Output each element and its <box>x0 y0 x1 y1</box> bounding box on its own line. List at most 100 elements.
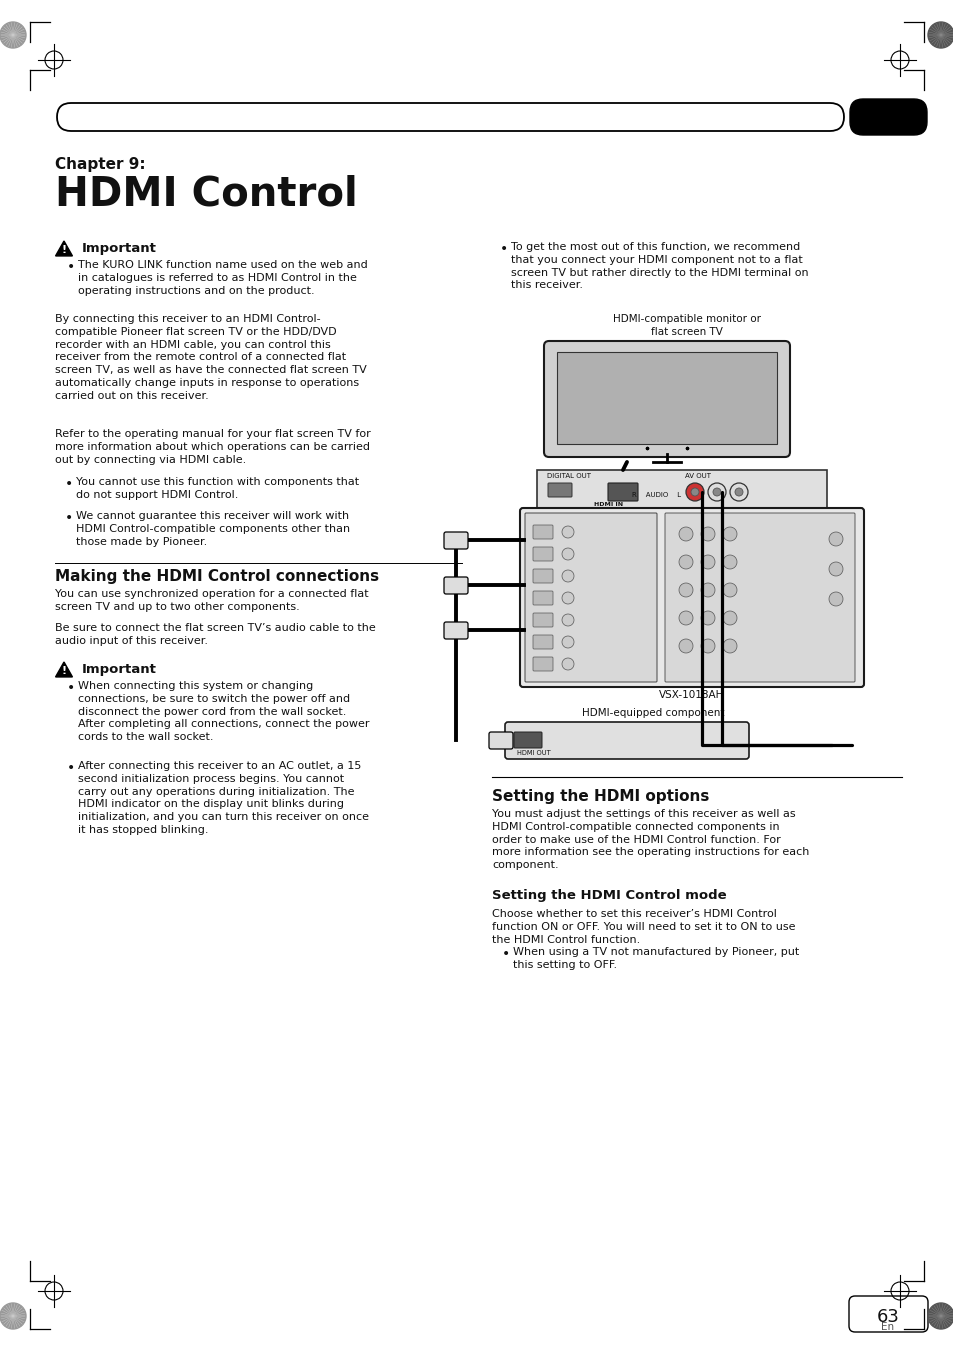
Text: 63: 63 <box>876 1308 899 1325</box>
Circle shape <box>700 555 714 569</box>
Circle shape <box>722 584 737 597</box>
FancyBboxPatch shape <box>519 508 863 688</box>
Circle shape <box>828 532 842 546</box>
FancyBboxPatch shape <box>57 103 843 131</box>
Text: Chapter 9:: Chapter 9: <box>55 157 146 172</box>
Text: Setting the HDMI Control mode: Setting the HDMI Control mode <box>492 889 726 902</box>
Text: !: ! <box>61 666 67 677</box>
Circle shape <box>679 639 692 653</box>
Circle shape <box>700 527 714 540</box>
Circle shape <box>0 22 26 49</box>
FancyBboxPatch shape <box>443 532 468 549</box>
Text: HDMI IN: HDMI IN <box>594 503 622 507</box>
Circle shape <box>679 527 692 540</box>
FancyBboxPatch shape <box>504 721 748 759</box>
Text: •: • <box>65 511 73 526</box>
Circle shape <box>729 484 747 501</box>
Circle shape <box>690 488 699 496</box>
Text: •: • <box>67 259 75 274</box>
Text: Setting the HDMI options: Setting the HDMI options <box>492 789 709 804</box>
FancyBboxPatch shape <box>533 547 553 561</box>
Circle shape <box>561 549 574 561</box>
Polygon shape <box>55 240 72 255</box>
Circle shape <box>561 636 574 648</box>
Text: •: • <box>67 681 75 694</box>
Text: The KURO LINK function name used on the web and
in catalogues is referred to as : The KURO LINK function name used on the … <box>78 259 367 296</box>
Circle shape <box>700 584 714 597</box>
Circle shape <box>722 611 737 626</box>
FancyBboxPatch shape <box>607 484 638 501</box>
Text: DIGITAL OUT: DIGITAL OUT <box>546 473 590 480</box>
Text: 09: 09 <box>873 107 902 127</box>
Circle shape <box>700 611 714 626</box>
FancyBboxPatch shape <box>524 513 657 682</box>
FancyBboxPatch shape <box>543 340 789 457</box>
Text: HDMI OUT: HDMI OUT <box>517 750 550 757</box>
FancyBboxPatch shape <box>533 526 553 539</box>
Circle shape <box>561 526 574 538</box>
Circle shape <box>700 639 714 653</box>
Text: Choose whether to set this receiver’s HDMI Control
function ON or OFF. You will : Choose whether to set this receiver’s HD… <box>492 909 795 944</box>
Text: AV OUT: AV OUT <box>684 473 710 480</box>
Text: After connecting this receiver to an AC outlet, a 15
second initialization proce: After connecting this receiver to an AC … <box>78 761 369 835</box>
Circle shape <box>679 584 692 597</box>
Text: When using a TV not manufactured by Pioneer, put
this setting to OFF.: When using a TV not manufactured by Pion… <box>513 947 799 970</box>
Circle shape <box>734 488 742 496</box>
Circle shape <box>561 658 574 670</box>
Text: VSX-1018AH: VSX-1018AH <box>659 690 724 700</box>
Circle shape <box>722 527 737 540</box>
Circle shape <box>561 592 574 604</box>
Text: You cannot use this function with components that
do not support HDMI Control.: You cannot use this function with compon… <box>76 477 358 500</box>
Polygon shape <box>55 662 72 677</box>
Circle shape <box>707 484 725 501</box>
FancyBboxPatch shape <box>533 657 553 671</box>
FancyBboxPatch shape <box>489 732 513 748</box>
FancyBboxPatch shape <box>533 590 553 605</box>
Text: Important: Important <box>82 242 156 255</box>
Text: You can use synchronized operation for a connected flat
screen TV and up to two : You can use synchronized operation for a… <box>55 589 368 612</box>
Text: •: • <box>499 242 508 255</box>
Text: R    AUDIO    L: R AUDIO L <box>631 492 680 499</box>
Circle shape <box>0 1302 26 1329</box>
Circle shape <box>927 1302 953 1329</box>
Text: You must adjust the settings of this receiver as well as
HDMI Control-compatible: You must adjust the settings of this rec… <box>492 809 808 870</box>
Text: When connecting this system or changing
connections, be sure to switch the power: When connecting this system or changing … <box>78 681 369 742</box>
Text: By connecting this receiver to an HDMI Control-
compatible Pioneer flat screen T: By connecting this receiver to an HDMI C… <box>55 313 366 401</box>
Circle shape <box>722 555 737 569</box>
Text: Important: Important <box>82 663 156 676</box>
Text: !: ! <box>61 246 67 255</box>
Text: •: • <box>501 947 510 961</box>
Circle shape <box>927 22 953 49</box>
Text: Refer to the operating manual for your flat screen TV for
more information about: Refer to the operating manual for your f… <box>55 430 371 465</box>
Text: Making the HDMI Control connections: Making the HDMI Control connections <box>55 569 378 584</box>
Circle shape <box>561 570 574 582</box>
FancyBboxPatch shape <box>848 1296 927 1332</box>
FancyBboxPatch shape <box>533 613 553 627</box>
Circle shape <box>828 592 842 607</box>
Circle shape <box>828 562 842 576</box>
Text: We cannot guarantee this receiver will work with
HDMI Control-compatible compone: We cannot guarantee this receiver will w… <box>76 511 350 547</box>
Circle shape <box>722 639 737 653</box>
FancyBboxPatch shape <box>557 353 776 444</box>
Circle shape <box>679 611 692 626</box>
Text: •: • <box>65 477 73 490</box>
FancyBboxPatch shape <box>537 470 826 509</box>
Circle shape <box>685 484 703 501</box>
FancyBboxPatch shape <box>547 484 572 497</box>
Text: En: En <box>881 1323 894 1332</box>
Text: HDMI-equipped component: HDMI-equipped component <box>581 708 723 717</box>
Circle shape <box>679 555 692 569</box>
Circle shape <box>712 488 720 496</box>
Text: Be sure to connect the flat screen TV’s audio cable to the
audio input of this r: Be sure to connect the flat screen TV’s … <box>55 623 375 646</box>
FancyBboxPatch shape <box>514 732 541 748</box>
FancyBboxPatch shape <box>664 513 854 682</box>
FancyBboxPatch shape <box>443 621 468 639</box>
Text: HDMI Control: HDMI Control <box>74 108 184 123</box>
FancyBboxPatch shape <box>849 99 926 135</box>
Text: HDMI-compatible monitor or
flat screen TV: HDMI-compatible monitor or flat screen T… <box>613 313 760 336</box>
Text: •: • <box>67 761 75 775</box>
FancyBboxPatch shape <box>443 577 468 594</box>
FancyBboxPatch shape <box>533 635 553 648</box>
FancyBboxPatch shape <box>533 569 553 584</box>
Circle shape <box>561 613 574 626</box>
